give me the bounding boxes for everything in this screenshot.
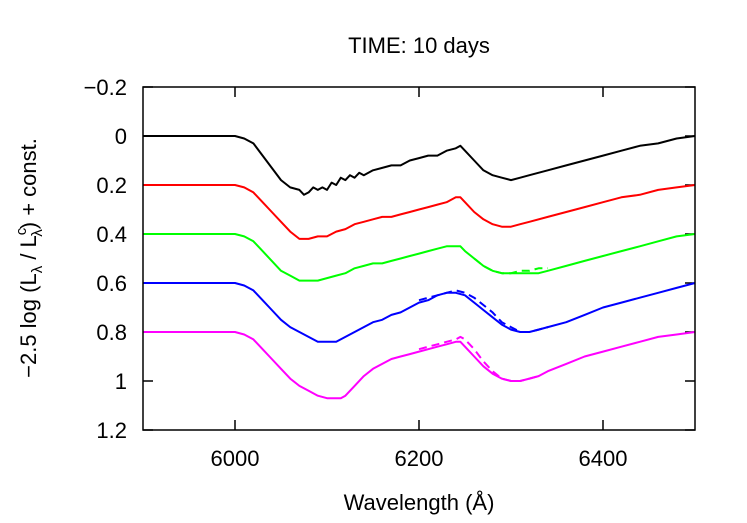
y-tick-label: 0.8: [96, 320, 127, 345]
series-line-1: [143, 184, 696, 240]
y-tick-label: −0.2: [84, 75, 127, 100]
y-tick-label: 0: [115, 124, 127, 149]
series-line-5-dashed: [418, 289, 549, 333]
series-line-6: [143, 331, 696, 400]
y-axis-label: −2.5 log (Lλ / Lcλ) + const.: [13, 138, 46, 378]
plot-frame: [142, 86, 696, 431]
series-line-4: [143, 282, 696, 343]
y-tick-label: 1: [115, 369, 127, 394]
y-axis-ticks: −0.2 0 0.2 0.4 0.6 0.8 1 1.2: [84, 75, 695, 443]
y-tick-label: 0.6: [96, 271, 127, 296]
x-tick-label: 6400: [579, 446, 628, 471]
series-line-2: [143, 233, 696, 282]
x-tick-label: 6200: [395, 446, 444, 471]
y-tick-label: 0.2: [96, 173, 127, 198]
chart-title: TIME: 10 days: [348, 33, 490, 58]
x-axis-label: Wavelength (Å): [344, 490, 495, 515]
series-line-3-dashed: [473, 257, 548, 275]
x-axis-ticks: 6000 6200 6400: [211, 87, 628, 471]
plot-series: [143, 135, 696, 400]
series-line-7-dashed: [418, 335, 539, 382]
y-tick-label: 1.2: [96, 418, 127, 443]
y-tick-label: 0.4: [96, 222, 127, 247]
series-line-0: [143, 135, 696, 196]
x-tick-label: 6000: [211, 446, 260, 471]
